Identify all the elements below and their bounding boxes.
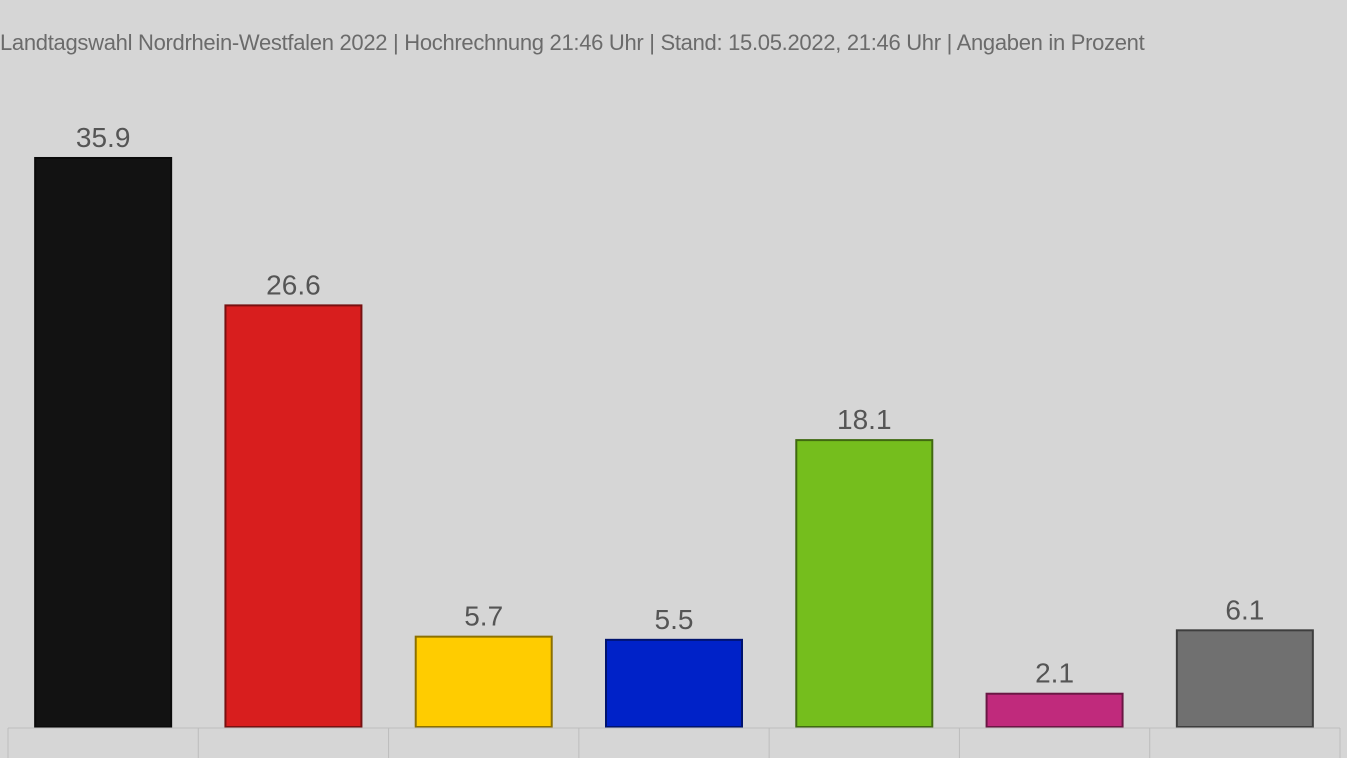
bar-6 bbox=[985, 692, 1124, 729]
bar-2 bbox=[224, 304, 363, 728]
bar-4 bbox=[605, 638, 743, 729]
bar-3 bbox=[414, 635, 553, 729]
bar-value-label-5: 18.1 bbox=[837, 404, 892, 435]
bar-1 bbox=[34, 156, 173, 729]
bar-value-label-3: 5.7 bbox=[464, 601, 503, 632]
bar-value-label-1: 35.9 bbox=[76, 122, 131, 153]
bar-value-label-6: 2.1 bbox=[1035, 658, 1074, 689]
bar-7 bbox=[1175, 629, 1314, 728]
bar-value-label-4: 5.5 bbox=[655, 604, 694, 635]
bar-value-label-7: 6.1 bbox=[1225, 594, 1264, 625]
bar-value-label-2: 26.6 bbox=[266, 269, 321, 300]
bar-5 bbox=[795, 439, 934, 728]
chart-title: Landtagswahl Nordrhein-Westfalen 2022 | … bbox=[0, 30, 1145, 55]
